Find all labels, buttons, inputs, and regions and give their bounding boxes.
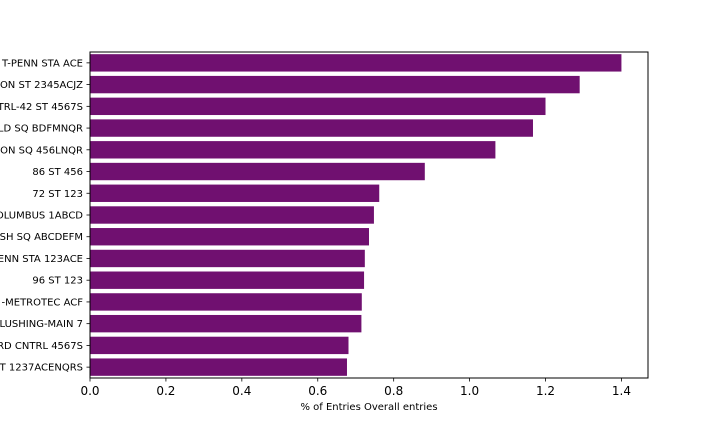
x-tick-label: 1.0	[460, 384, 479, 398]
bar-5	[90, 162, 425, 181]
y-tick-label: OLUMBUS 1ABCD	[0, 211, 83, 222]
bar-1	[90, 75, 580, 94]
bar-13	[90, 336, 349, 355]
x-axis-ticks: 0.0 0.2 0.4 0.6 0.8 1.0 1.2 1.4	[80, 378, 631, 398]
bar-2	[90, 97, 546, 116]
bar-7	[90, 206, 374, 224]
y-tick-label: TRL-42 ST 4567S	[0, 102, 83, 113]
y-tick-label: RD CNTRL 4567S	[0, 341, 83, 352]
y-tick-label: ION SQ 456LNQR	[0, 145, 83, 156]
y-tick-label: -METROTEC ACF	[2, 297, 84, 308]
y-tick-label: ENN STA 123ACE	[0, 254, 83, 265]
y-tick-labels: T-PENN STA ACE ON ST 2345ACJZ TRL-42 ST 45…	[0, 58, 90, 374]
x-tick-label: 1.2	[536, 384, 555, 398]
y-tick-label: 86 ST 456	[32, 167, 83, 178]
bar-9	[90, 249, 365, 268]
bar-3	[90, 119, 533, 137]
y-tick-label: 96 ST 123	[32, 276, 83, 287]
bar-4	[90, 141, 496, 159]
x-tick-label: 0.2	[156, 384, 175, 398]
x-axis-label: % of Entries Overall entries	[300, 402, 437, 413]
x-tick-label: 1.4	[612, 384, 631, 398]
x-tick-label: 0.0	[80, 384, 99, 398]
x-tick-label: 0.6	[308, 384, 327, 398]
plot-frame	[89, 51, 649, 379]
y-tick-label: ON ST 2345ACJZ	[0, 80, 83, 91]
bar-0	[90, 54, 622, 72]
y-tick-label: 72 ST 123	[32, 189, 83, 200]
bar-6	[90, 184, 380, 202]
y-tick-label: LUSHING-MAIN 7	[0, 319, 83, 330]
bar-12	[90, 314, 362, 333]
bars-layer	[90, 54, 622, 376]
bar-8	[90, 228, 369, 246]
bar-10	[90, 271, 365, 289]
bar-11	[90, 293, 362, 311]
y-tick-label: T-PENN STA ACE	[1, 58, 83, 69]
bar-14	[90, 358, 347, 376]
x-tick-label: 0.4	[232, 384, 251, 398]
y-tick-label: SH SQ ABCDEFM	[0, 232, 83, 243]
x-tick-label: 0.8	[384, 384, 403, 398]
y-tick-label: LD SQ BDFMNQR	[0, 124, 83, 135]
y-tick-label: T 1237ACENQRS	[0, 363, 83, 374]
